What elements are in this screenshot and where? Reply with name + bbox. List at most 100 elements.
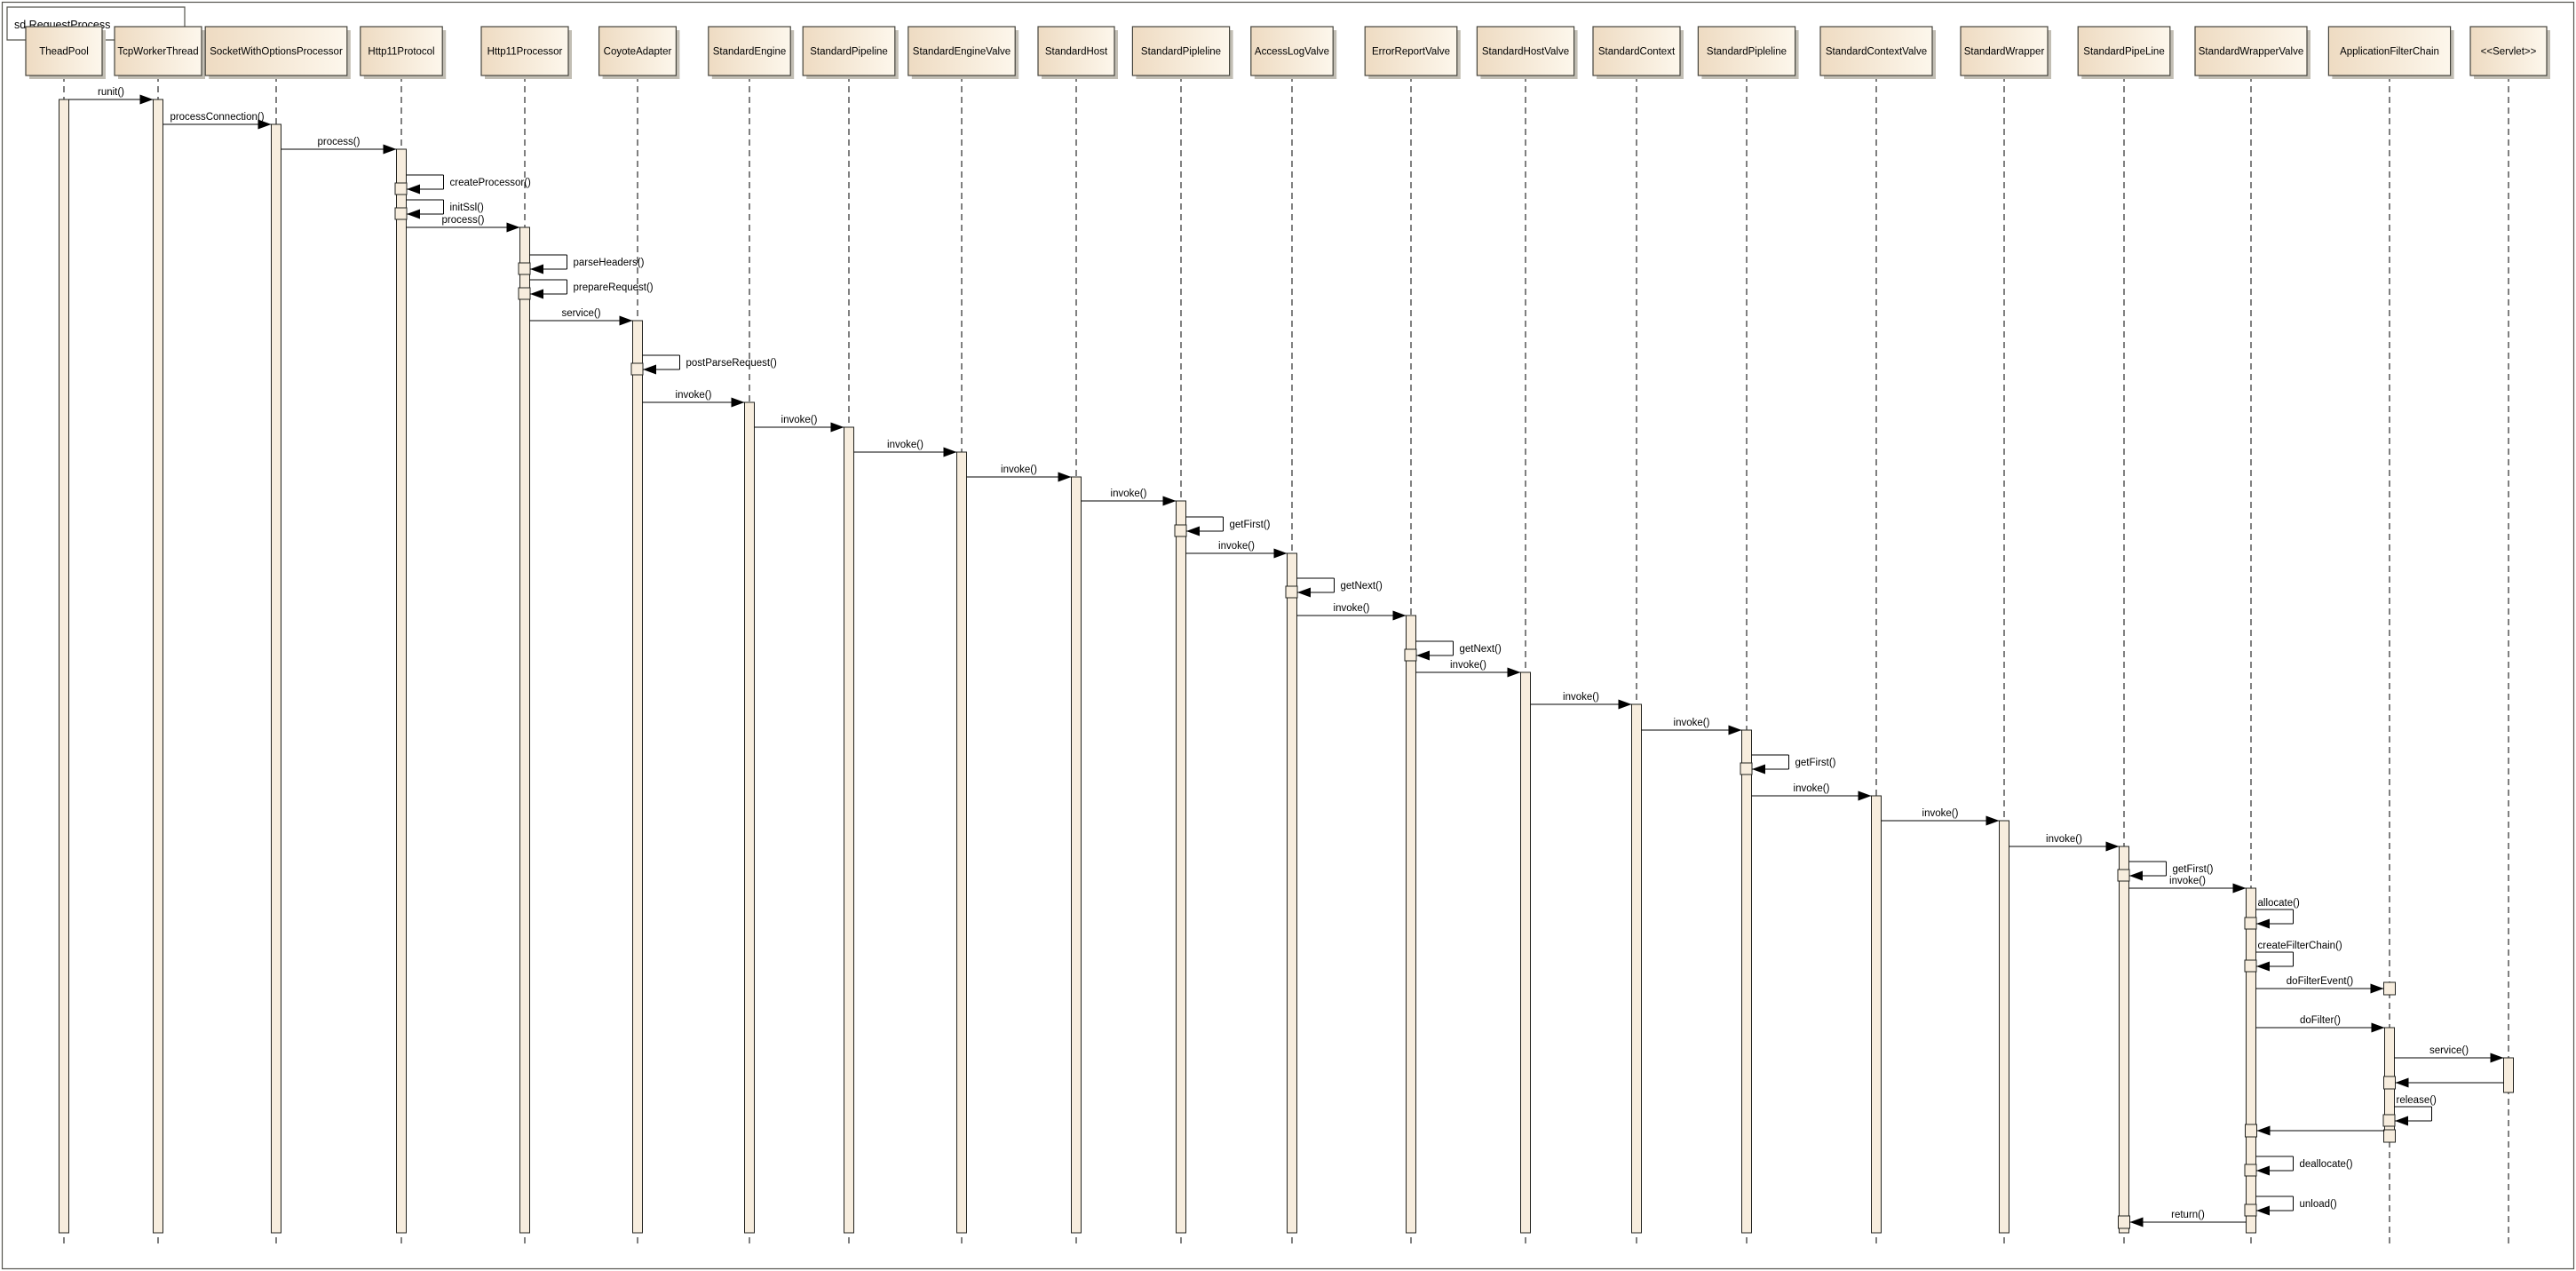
lifeline-label: StandardHost — [1045, 47, 1108, 58]
message-arrowhead — [1618, 699, 1632, 710]
message-arrowhead — [2105, 841, 2120, 852]
message-arrowhead — [1162, 496, 1177, 506]
lifeline-head[interactable] — [25, 26, 103, 76]
lifeline-label: ErrorReportValve — [1372, 47, 1450, 58]
message-label[interactable]: invoke() — [1563, 692, 1599, 703]
message-label[interactable]: createFilterChain() — [2258, 941, 2342, 951]
lifeline-head[interactable] — [1592, 26, 1681, 76]
lifeline-head[interactable] — [908, 26, 1016, 76]
lifeline-label: StandardPipeLine — [2083, 47, 2164, 58]
message-arrowhead — [1297, 587, 1311, 598]
message-label[interactable]: initSsl() — [450, 203, 485, 213]
lifeline-head[interactable] — [1697, 26, 1796, 76]
message-label[interactable]: invoke() — [1794, 783, 1830, 794]
activation-bar — [1406, 615, 1416, 1234]
message-arrowhead — [2129, 870, 2143, 881]
activation-square — [2383, 1076, 2396, 1090]
activation-square — [630, 362, 644, 376]
message-arrowhead — [506, 222, 520, 233]
message-label[interactable]: getFirst() — [2173, 864, 2214, 875]
activation-bar — [2246, 887, 2256, 1234]
lifeline-label: StandardPipeline — [810, 47, 888, 58]
message-label[interactable]: getFirst() — [1795, 758, 1836, 768]
message-label[interactable]: getFirst() — [1230, 520, 1271, 530]
lifeline-head[interactable] — [1960, 26, 2049, 76]
message-arrowhead — [1392, 610, 1407, 621]
message-label[interactable]: process() — [442, 215, 485, 226]
lifeline-head[interactable] — [480, 26, 569, 76]
lifeline-head[interactable] — [2327, 26, 2452, 76]
message-arrowhead — [1416, 650, 1430, 661]
lifeline-head[interactable] — [1131, 26, 1231, 76]
message-arrowhead — [2395, 1077, 2409, 1088]
lifeline-head[interactable] — [114, 26, 202, 76]
lifeline-head[interactable] — [360, 26, 443, 76]
message-label[interactable]: unload() — [2300, 1199, 2337, 1210]
message-arrowhead — [530, 264, 543, 274]
message-label[interactable]: invoke() — [1334, 603, 1370, 614]
lifeline-head[interactable] — [1819, 26, 1933, 76]
message-arrowhead — [383, 144, 397, 155]
message-arrowhead — [2232, 883, 2247, 894]
message-label[interactable]: runit() — [98, 87, 124, 98]
lifeline-head[interactable] — [1476, 26, 1575, 76]
activation-square — [2244, 1164, 2257, 1177]
lifeline-head[interactable] — [1037, 26, 1115, 76]
message-label[interactable]: postParseRequest() — [686, 358, 777, 369]
message-label[interactable]: invoke() — [781, 415, 818, 425]
activation-square — [2382, 1114, 2396, 1127]
lifeline-head[interactable] — [1364, 26, 1458, 76]
message-label[interactable]: invoke() — [1450, 660, 1486, 671]
lifeline-head[interactable] — [2194, 26, 2308, 76]
activation-bar — [2503, 1057, 2514, 1093]
lifeline-label: StandardContext — [1598, 47, 1676, 58]
message-label[interactable]: invoke() — [2046, 834, 2082, 845]
message-label[interactable]: deallocate() — [2300, 1159, 2353, 1170]
activation-square — [518, 287, 531, 300]
message-label[interactable]: invoke() — [1001, 465, 1037, 475]
activation-square — [1285, 585, 1298, 599]
activation-square — [1404, 648, 1417, 662]
message-label[interactable]: doFilterEvent() — [2287, 976, 2354, 987]
lifeline-label: StandardHostValve — [1482, 47, 1569, 58]
lifeline-label: StandardPipleline — [1141, 47, 1221, 58]
message-label[interactable]: getNext() — [1460, 644, 1502, 655]
message-label[interactable]: getNext() — [1341, 581, 1383, 592]
activation-bar — [271, 123, 281, 1234]
message-label[interactable]: invoke() — [1922, 808, 1959, 819]
message-arrowhead — [139, 94, 154, 105]
message-label[interactable]: prepareRequest() — [574, 282, 654, 293]
message-label[interactable]: invoke() — [1111, 489, 1147, 499]
message-label[interactable]: release() — [2397, 1095, 2437, 1106]
message-label[interactable]: processConnection() — [170, 112, 264, 123]
message-label[interactable]: service() — [2429, 1045, 2469, 1056]
message-label[interactable]: invoke() — [676, 390, 712, 401]
message-label[interactable]: invoke() — [887, 440, 923, 450]
message-label[interactable]: service() — [561, 308, 600, 319]
message-label[interactable]: allocate() — [2258, 898, 2300, 909]
message-label[interactable]: createProcessor() — [450, 178, 532, 188]
message-label[interactable]: doFilter() — [2300, 1015, 2341, 1026]
lifeline-head[interactable] — [2077, 26, 2171, 76]
message-label[interactable]: invoke() — [2169, 876, 2206, 886]
lifeline-head[interactable] — [2469, 26, 2548, 76]
lifeline-head[interactable] — [708, 26, 791, 76]
message-label[interactable]: parseHeaders() — [574, 258, 645, 268]
activation-bar — [1176, 500, 1186, 1234]
activation-square — [394, 207, 408, 220]
lifeline-head[interactable] — [1250, 26, 1334, 76]
message-arrowhead — [407, 184, 420, 195]
message-arrowhead — [2129, 1217, 2144, 1227]
message-label[interactable]: invoke() — [1218, 541, 1255, 552]
activation-bar — [956, 451, 967, 1234]
message-label[interactable]: process() — [318, 137, 361, 147]
activation-square — [2244, 917, 2257, 930]
lifeline-head[interactable] — [598, 26, 677, 76]
lifeline-head[interactable] — [802, 26, 896, 76]
lifeline-head[interactable] — [204, 26, 348, 76]
message-label[interactable]: invoke() — [1674, 718, 1710, 728]
message-label[interactable]: return() — [2171, 1210, 2205, 1220]
